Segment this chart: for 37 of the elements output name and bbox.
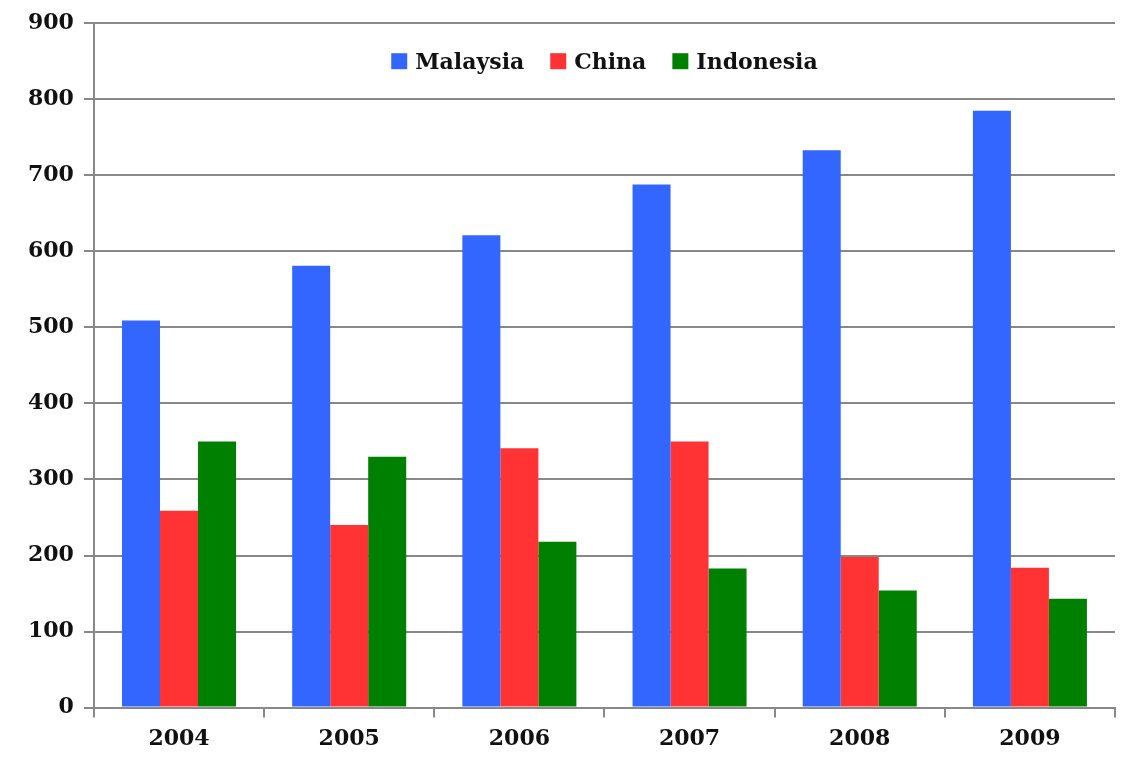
y-tick-label: 800: [27, 83, 74, 110]
y-tick-label: 900: [27, 7, 74, 34]
x-tick-label: 2007: [658, 723, 721, 750]
bar: [632, 184, 671, 707]
y-tick-label: 700: [27, 160, 74, 187]
bar: [1010, 567, 1049, 707]
x-tick-label: 2008: [829, 723, 891, 750]
bar: [840, 557, 879, 707]
legend-label: China: [574, 47, 647, 74]
y-tick-label: 0: [58, 692, 74, 719]
y-tick-label: 200: [27, 540, 74, 567]
y-tick-label: 500: [27, 312, 74, 339]
bar: [1048, 598, 1087, 707]
bar: [802, 150, 841, 707]
bar: [198, 441, 237, 707]
bar: [972, 110, 1011, 707]
y-tick-label: 600: [27, 236, 74, 263]
bar: [122, 320, 161, 707]
x-tick-label: 2009: [999, 723, 1061, 750]
y-tick-label: 400: [27, 388, 74, 415]
bar: [462, 235, 501, 707]
x-tick-label: 2005: [318, 723, 380, 750]
x-tick-label: 2004: [148, 723, 210, 750]
bar: [330, 525, 369, 707]
bar: [368, 456, 407, 707]
bar: [160, 510, 199, 707]
bar: [708, 568, 747, 707]
y-tick-label: 300: [27, 464, 74, 491]
bar: [670, 441, 709, 707]
x-tick-label: 2006: [488, 723, 550, 750]
bar: [500, 448, 539, 707]
bar: [292, 265, 331, 707]
bar: [878, 590, 917, 707]
legend-label: Indonesia: [696, 47, 818, 74]
y-tick-label: 100: [27, 616, 74, 643]
bar: [538, 541, 577, 707]
legend-label: Malaysia: [415, 47, 525, 74]
